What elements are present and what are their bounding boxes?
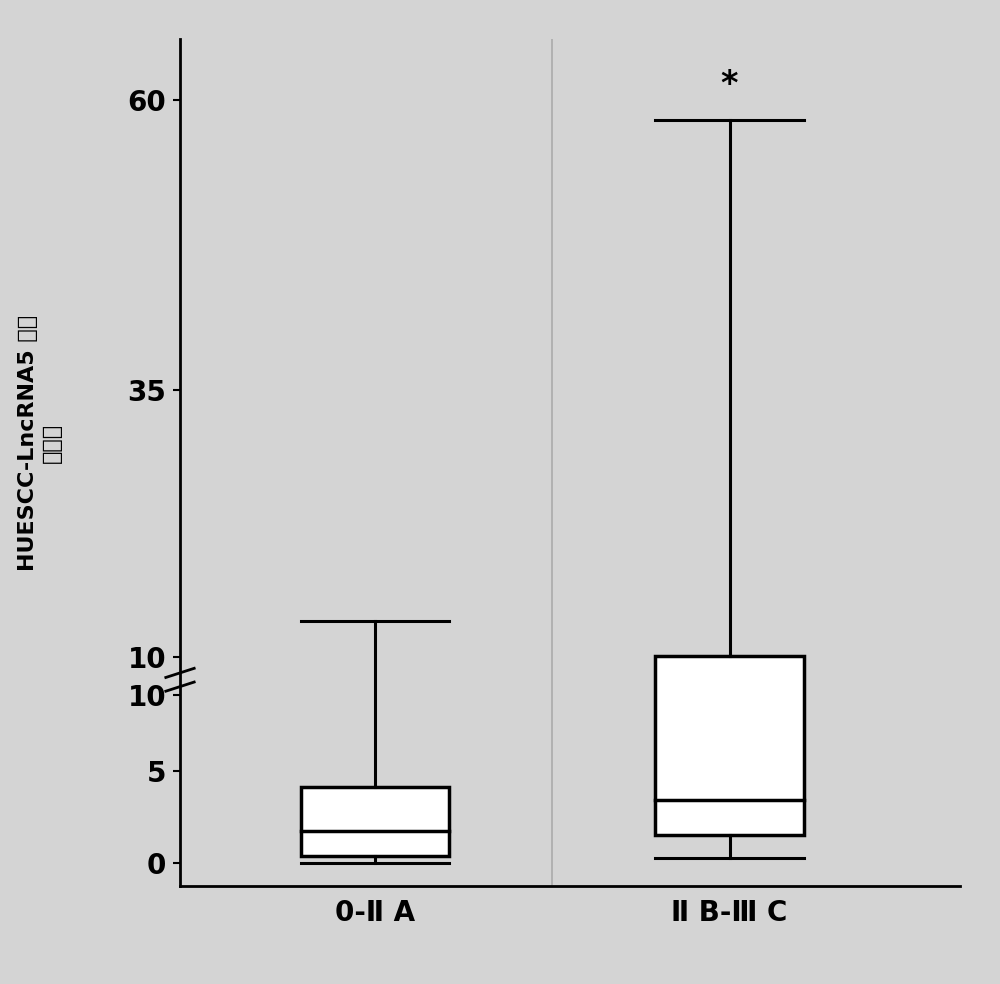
Bar bbox=[301, 787, 449, 856]
Text: *: * bbox=[721, 68, 738, 101]
Bar bbox=[655, 656, 804, 834]
Text: HUESCC-LncRNA5 相对
表达量: HUESCC-LncRNA5 相对 表达量 bbox=[18, 315, 62, 571]
